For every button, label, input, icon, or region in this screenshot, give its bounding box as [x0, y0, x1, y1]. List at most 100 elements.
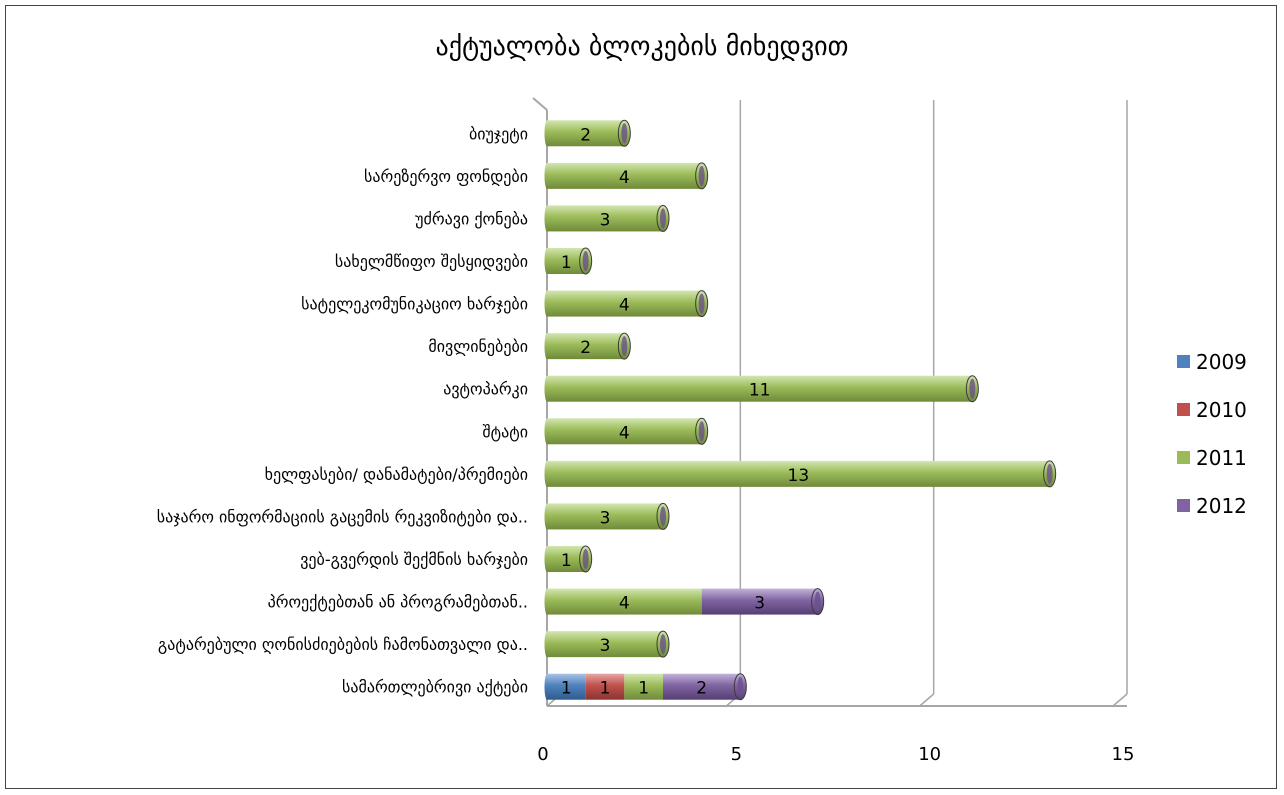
bar: [547, 631, 663, 658]
bar: [547, 673, 586, 700]
category-label: უძრავი ქონება: [415, 209, 528, 228]
x-tick-label: 5: [731, 744, 742, 765]
bar-segment-2011: 3: [547, 205, 663, 232]
bar-start-cap: [544, 503, 550, 530]
bar-start-cap: [544, 290, 550, 317]
axis-wall-top: [532, 97, 548, 111]
bar-end-cap-inner: [660, 634, 666, 655]
legend-swatch: [1177, 355, 1190, 368]
data-label: 2: [580, 125, 591, 145]
bar: [585, 673, 625, 700]
bar-start-cap: [544, 673, 550, 700]
category-label: საჯარო ინფორმაციის გაცემის რეკვიზიტები დ…: [157, 507, 528, 526]
bar-segment-2011: 2: [547, 333, 625, 360]
bar-start-cap: [544, 162, 550, 189]
data-label: 11: [749, 381, 771, 401]
data-label: 1: [600, 679, 611, 699]
data-label: 4: [619, 594, 630, 614]
bar: [547, 162, 702, 189]
data-label: 4: [619, 168, 630, 188]
bar-segment-2012: 3: [701, 588, 818, 615]
data-label: 1: [561, 679, 572, 699]
gridline-depth: [919, 693, 935, 707]
bar-segment-2011: 4: [547, 588, 702, 615]
bar-segment-2011: 4: [547, 290, 702, 317]
bar-start-cap: [544, 333, 550, 360]
category-label: სახელმწიფო შესყიდვები: [335, 252, 528, 271]
category-label: ვებ-გვერდის შექმნის ხარჯები: [300, 550, 528, 569]
bar-start-cap: [544, 120, 550, 147]
category-label: პროექტებთან ან პროგრამებთან..: [268, 593, 528, 612]
bar-segment-2011: 4: [547, 418, 702, 445]
legend-entry: 2010: [1196, 398, 1247, 422]
bar: [624, 673, 663, 700]
category-label: სატელეკომუნიკაციო ხარჯები: [301, 295, 528, 314]
x-tick-label: 0: [537, 744, 548, 765]
bar-start-cap: [544, 588, 550, 615]
bar-segment-2011: 4: [547, 162, 702, 189]
bar-segment-2009: 1: [547, 673, 586, 700]
chart-title: აქტუალობა ბლოკების მიხედვით: [435, 32, 849, 62]
category-label: ბიუჯეტი: [469, 124, 528, 143]
bar-end-cap-inner: [698, 293, 705, 314]
bar-end-cap-inner: [698, 421, 705, 442]
data-label: 13: [788, 466, 810, 486]
bar-start-cap: [544, 631, 550, 658]
gridline-depth: [1112, 693, 1128, 707]
bar-segment-2011: 2: [547, 120, 625, 147]
category-label: მივლინებები: [428, 337, 528, 356]
bar-start-cap: [544, 248, 550, 274]
bar: [547, 418, 702, 445]
bar: [547, 460, 1050, 487]
category-label: ავტოპარკი: [443, 380, 528, 399]
bar: [547, 120, 625, 147]
bar-segment-2010: 1: [585, 673, 625, 700]
bar: [547, 290, 702, 317]
legend-swatch: [1177, 499, 1190, 512]
bar-end-cap-inner: [1046, 463, 1053, 484]
bar: [547, 333, 625, 360]
bar-segment-2011: 3: [547, 631, 663, 658]
bar-start-cap: [544, 375, 550, 402]
bar: [547, 205, 663, 232]
bar-end-cap-inner: [660, 506, 666, 527]
bar-end-cap-inner: [737, 676, 744, 697]
legend-swatch: [1177, 451, 1190, 464]
legend-entry: 2009: [1196, 350, 1247, 374]
bar: [547, 588, 702, 615]
bar-end-cap-inner: [582, 549, 589, 569]
data-label: 3: [600, 210, 611, 230]
data-label: 1: [561, 551, 572, 571]
category-label: შტატი: [482, 422, 528, 441]
legend-entry: 2012: [1196, 494, 1247, 518]
data-label: 2: [696, 679, 707, 699]
bar-start-cap: [544, 546, 550, 572]
bar-segment-2011: 11: [547, 375, 973, 402]
x-axis-ticks: 0 5 10 15: [537, 744, 1134, 765]
data-label: 4: [619, 296, 630, 316]
data-label: 3: [600, 636, 611, 656]
data-label: 1: [561, 253, 572, 273]
bar-start-cap: [544, 460, 550, 487]
bar-end-cap-inner: [698, 165, 705, 186]
data-label: 3: [600, 508, 611, 528]
legend-entry: 2011: [1196, 446, 1247, 470]
bar: [663, 673, 741, 700]
bar: [547, 375, 973, 402]
category-labels: ბიუჯეტი სარეზერვო ფონდები უძრავი ქონება სახ…: [157, 124, 528, 696]
gridlines: [532, 97, 1128, 707]
legend: 2009 2010 2011 2012: [1177, 350, 1247, 518]
legend-swatch: [1177, 403, 1190, 416]
bar-end-cap-inner: [660, 208, 666, 229]
category-label: სამართლებრივი აქტები: [342, 678, 528, 697]
bar-segment-2011: 3: [547, 503, 663, 530]
bar-end-cap-inner: [814, 591, 821, 612]
bar-end-cap-inner: [621, 123, 628, 144]
x-tick-label: 10: [918, 744, 941, 765]
bar-start-cap: [544, 418, 550, 445]
category-label: გატარებული ღონისძიებების ჩამონათვალი და.…: [158, 635, 528, 654]
data-label: 4: [619, 423, 630, 443]
data-label: 3: [754, 594, 765, 614]
